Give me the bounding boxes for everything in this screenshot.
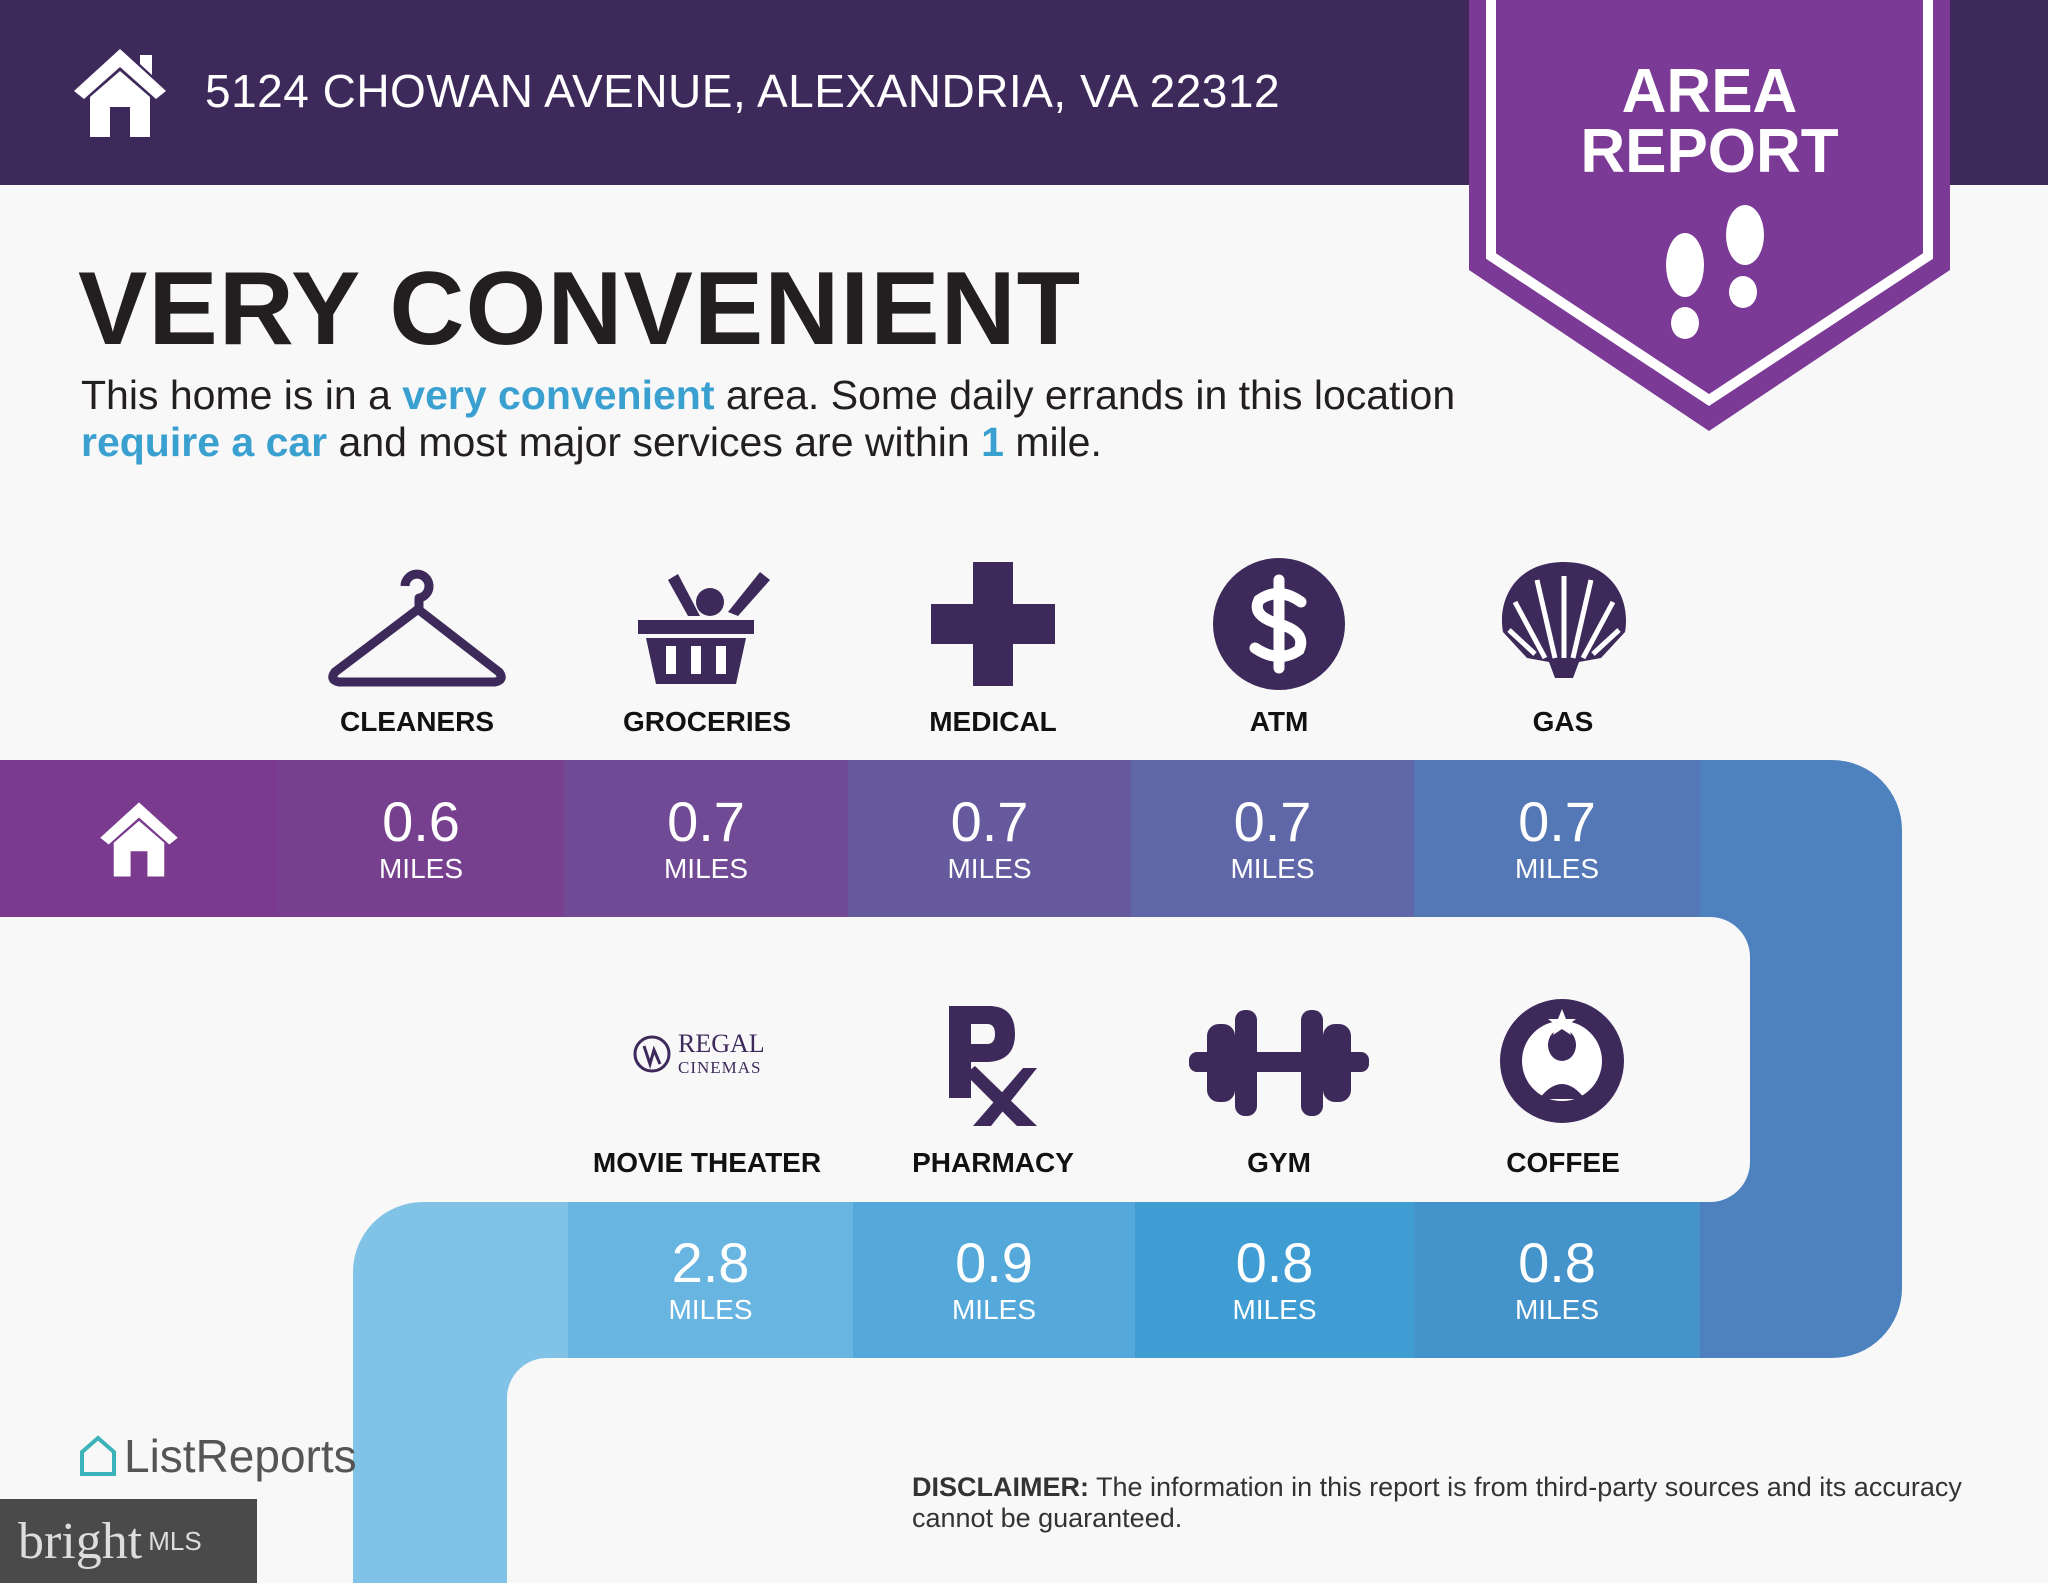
shell-icon [1501,562,1627,678]
distance-unit: MILES [1232,1294,1317,1325]
desc-highlight: 1 [981,419,1004,465]
desc-text: area. Some daily errands in this locatio… [714,372,1456,418]
home-icon [100,801,178,876]
label-cleaners: CLEANERS [339,706,494,737]
distance-value: 0.8 [1518,1231,1596,1294]
area-report-banner [1469,0,1950,431]
label-medical: MEDICAL [929,706,1057,737]
description: This home is in a very convenient area. … [81,372,1481,466]
disclaimer-text: The information in this report is from t… [912,1472,1962,1533]
distance-unit: MILES [1514,852,1600,884]
route-inner-gap [507,1358,907,1583]
label-pharmacy: PHARMACY [912,1147,1074,1178]
basket-icon [638,572,770,684]
distance-gas: 0.7 MILES [1414,760,1700,917]
desc-text: This home is in a [81,372,403,418]
listreports-house-icon [80,1435,116,1476]
desc-text: mile. [1003,419,1102,465]
bright-mls-watermark: bright MLS [0,1499,257,1583]
desc-text: and most major services are within [327,419,982,465]
label-atm: ATM [1249,706,1309,737]
watermark-bright: bright [18,1512,143,1570]
banner-line1: AREA [1621,57,1798,126]
distance-groceries: 0.7 MILES [564,760,848,917]
distance-unit: MILES [947,852,1032,884]
dumbbell-icon [1189,1010,1369,1116]
banner-line2: REPORT [1580,117,1839,186]
distance-value: 0.7 [1518,789,1596,853]
page-title: VERY CONVENIENT [78,251,1082,367]
distance-value: 2.8 [671,1231,750,1294]
distance-value: 0.7 [667,789,745,853]
distance-medical: 0.7 MILES [848,760,1131,917]
route-inner-gap [1600,917,1750,1202]
rx-icon [949,1006,1037,1126]
home-icon [74,49,166,137]
distance-movie-theater: 2.8 MILES [568,1202,853,1358]
distance-value: 0.9 [955,1231,1033,1294]
distance-value: 0.8 [1235,1231,1314,1294]
label-gym: GYM [1247,1147,1311,1178]
desc-highlight: require a car [81,419,328,465]
distance-value: 0.6 [382,789,460,853]
label-movie-theater: MOVIE THEATER [592,1147,822,1178]
desc-highlight: very convenient [402,372,715,418]
regal-emblem-icon [633,1035,671,1073]
distance-gym: 0.8 MILES [1135,1202,1414,1358]
distance-cleaners: 0.6 MILES [278,760,564,917]
dollar-icon [1213,558,1345,690]
hanger-icon [328,569,506,687]
regal-cinemas-logo: REGAL CINEMAS [632,1030,765,1078]
distance-atm: 0.7 MILES [1131,760,1414,917]
footprints-icon [1666,205,1764,339]
distance-unit: MILES [378,852,464,884]
distance-unit: MILES [668,1294,753,1325]
distance-coffee: 0.8 MILES [1414,1202,1700,1358]
label-groceries: GROCERIES [622,706,792,737]
distance-unit: MILES [1230,852,1315,884]
regal-text: REGAL [678,1029,765,1058]
watermark-mls: MLS [148,1525,202,1556]
address: 5124 CHOWAN AVENUE, ALEXANDRIA, VA 22312 [205,65,1281,117]
distance-pharmacy: 0.9 MILES [853,1202,1135,1358]
listreports-logo: ListReports [78,1428,357,1484]
home-cell [0,760,278,917]
starbucks-logo [1500,999,1624,1123]
distance-unit: MILES [1514,1294,1600,1325]
distance-value: 0.7 [950,789,1029,853]
label-coffee: COFFEE [1506,1147,1620,1178]
cinemas-text: CINEMAS [678,1058,762,1077]
label-gas: GAS [1532,706,1594,737]
listreports-text: ListReports [124,1430,357,1482]
cross-icon [931,562,1055,686]
disclaimer: DISCLAIMER: The information in this repo… [912,1472,1992,1534]
disclaimer-label: DISCLAIMER: [912,1472,1089,1502]
distance-unit: MILES [951,1294,1037,1325]
distance-value: 0.7 [1233,789,1312,853]
distance-unit: MILES [663,852,749,884]
